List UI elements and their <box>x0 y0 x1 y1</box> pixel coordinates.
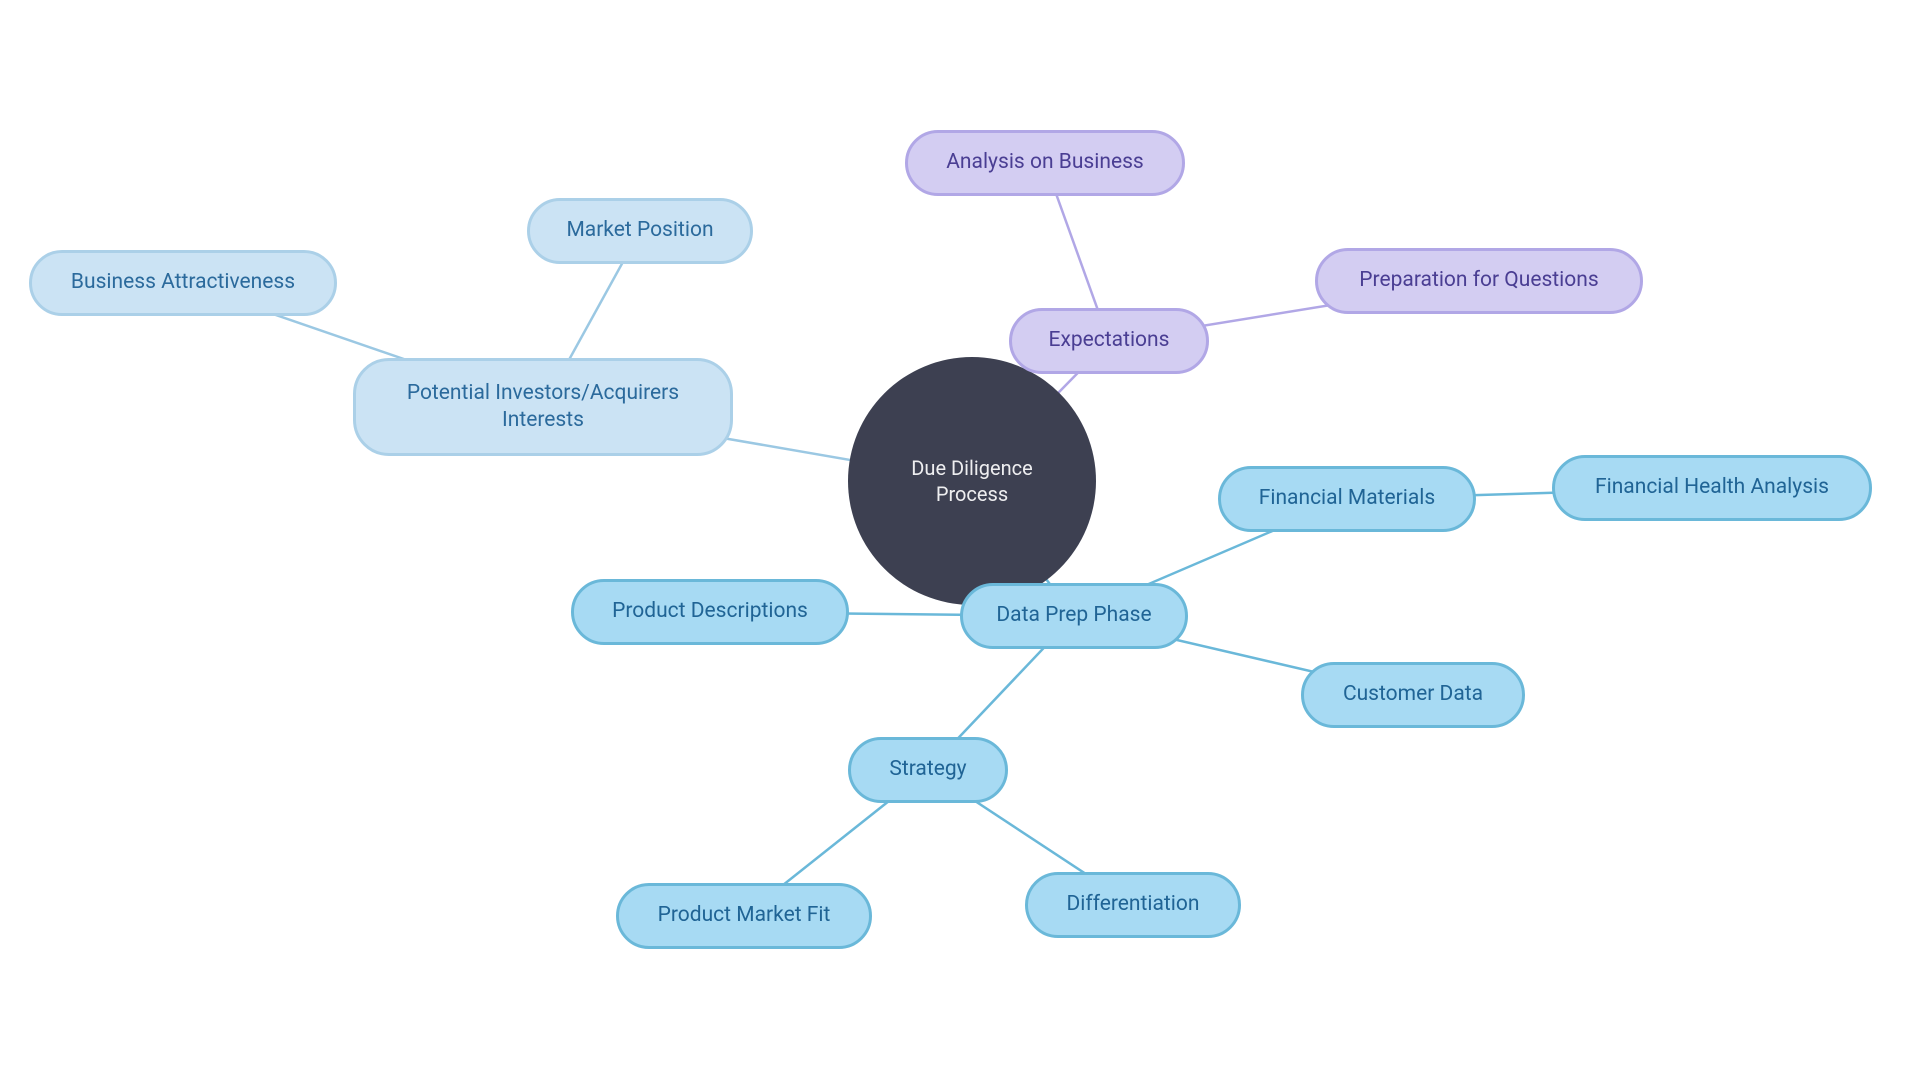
node-strategy: Strategy <box>848 737 1008 803</box>
node-financial-mat: Financial Materials <box>1218 466 1476 532</box>
node-fin-health: Financial Health Analysis <box>1552 455 1872 521</box>
node-analysis-biz: Analysis on Business <box>905 130 1185 196</box>
node-biz-attr: Business Attractiveness <box>29 250 337 316</box>
node-investors: Potential Investors/Acquirers Interests <box>353 358 733 456</box>
node-product-desc: Product Descriptions <box>571 579 849 645</box>
node-expectations: Expectations <box>1009 308 1209 374</box>
node-pmf: Product Market Fit <box>616 883 872 949</box>
node-center: Due Diligence Process <box>848 357 1096 605</box>
node-diff: Differentiation <box>1025 872 1241 938</box>
node-data-prep: Data Prep Phase <box>960 583 1188 649</box>
mindmap-canvas: Due Diligence Process Potential Investors… <box>0 0 1920 1080</box>
node-market-pos: Market Position <box>527 198 753 264</box>
node-customer-data: Customer Data <box>1301 662 1525 728</box>
node-prep-questions: Preparation for Questions <box>1315 248 1643 314</box>
